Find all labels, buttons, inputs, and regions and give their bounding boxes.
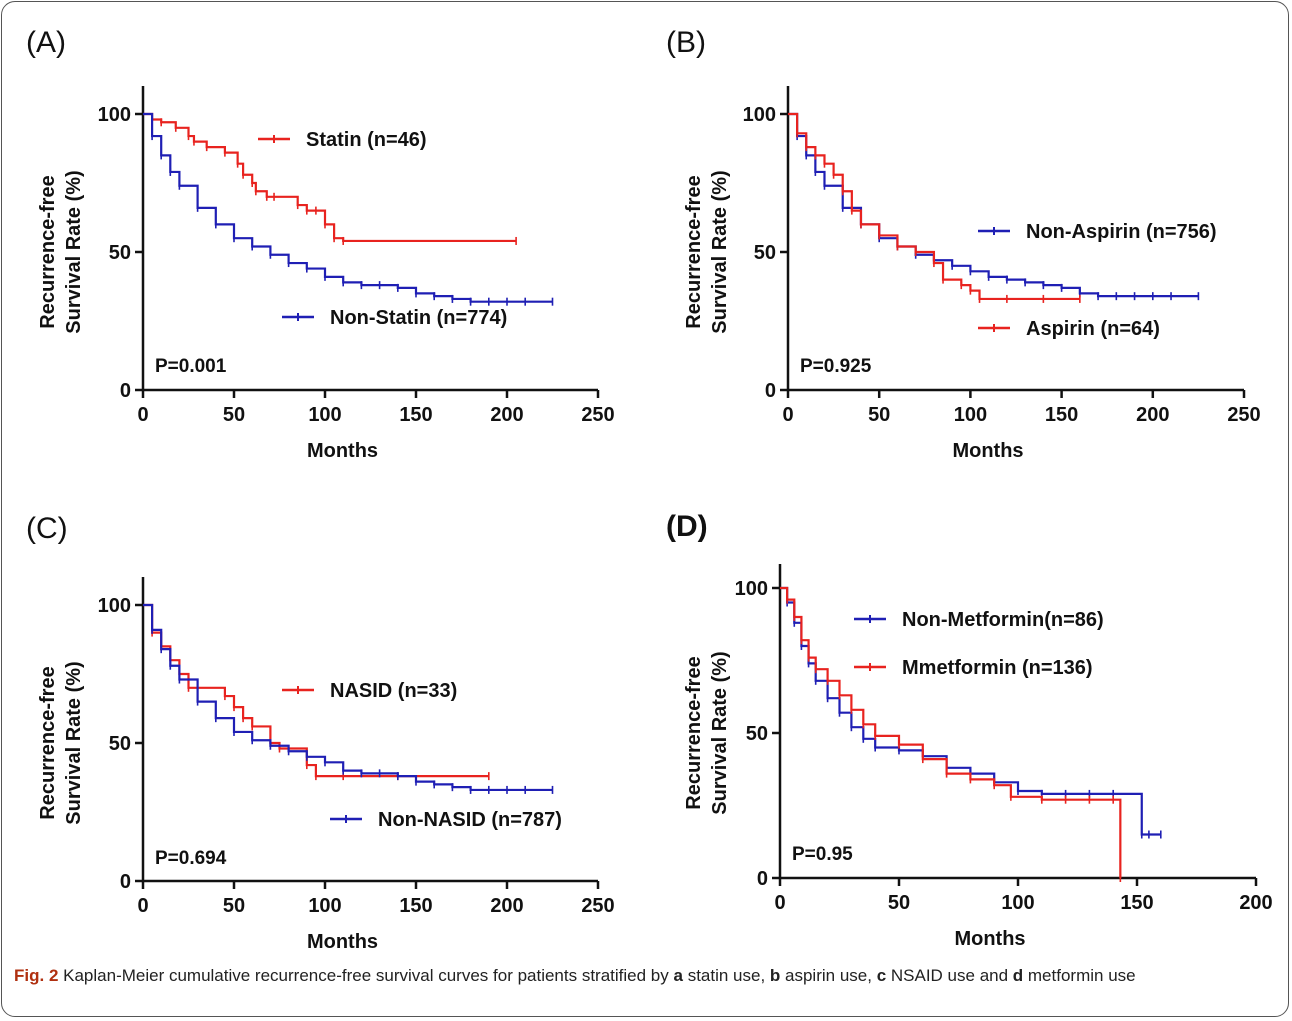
y-tick-label: 100 (743, 104, 776, 126)
series-line-non-aspirin-n-756 (788, 112, 1199, 298)
series-line-mmetformin-n-136 (780, 586, 1122, 878)
y-tick-label: 50 (746, 723, 768, 745)
panel-a: (A) 0 50 100 0 50 100 150 200 250 Months Recurrence… (0, 0, 646, 480)
x-tick-label: 250 (581, 404, 614, 426)
legend-label: Statin (n=46) (306, 129, 427, 151)
x-tick-label: 50 (223, 895, 245, 917)
caption-fig-label: Fig. 2 (14, 966, 59, 985)
x-axis-title: Months (307, 440, 378, 462)
x-tick-label: 150 (1045, 404, 1078, 426)
x-tick-label: 200 (490, 404, 523, 426)
legend-label: Non-Aspirin (n=756) (1026, 221, 1217, 243)
caption-d: d (1012, 966, 1024, 985)
panel-label: (B) (666, 26, 706, 59)
caption-c: c (876, 966, 887, 985)
x-tick-label: 250 (581, 895, 614, 917)
x-tick-label: 0 (137, 895, 148, 917)
p-value: P=0.95 (792, 844, 853, 865)
p-value: P=0.001 (155, 356, 227, 377)
x-tick-label: 150 (1120, 892, 1153, 914)
legend-label: Aspirin (n=64) (1026, 318, 1160, 340)
panel-c: (C) 0 50 100 0 50 100 150 200 250 Months Recurrence… (0, 488, 646, 958)
x-tick-label: 50 (888, 892, 910, 914)
y-tick-label: 0 (765, 380, 776, 402)
caption-text-4: NSAID use and (886, 966, 1013, 985)
figure-caption: Fig. 2 Kaplan-Meier cumulative recurrenc… (14, 964, 1264, 988)
x-tick-label: 100 (954, 404, 987, 426)
legend-label: Non-NASID (n=787) (378, 809, 562, 831)
chart-b: (B) 0 50 100 0 50 100 150 200 250 Months Recurrence… (666, 26, 1261, 462)
x-tick-label: 250 (1227, 404, 1260, 426)
x-tick-label: 200 (1136, 404, 1169, 426)
panel-label: (D) (666, 510, 708, 543)
caption-text-2: statin use, (682, 966, 770, 985)
y-tick-label: 100 (735, 578, 768, 600)
y-tick-label: 100 (98, 104, 131, 126)
y-axis-title-line1: Recurrence-free (37, 666, 59, 819)
x-tick-label: 200 (1239, 892, 1272, 914)
x-tick-label: 100 (308, 895, 341, 917)
y-tick-label: 0 (120, 380, 131, 402)
y-axis-title-line2: Survival Rate (%) (63, 170, 85, 333)
y-tick-label: 50 (109, 242, 131, 264)
legend-label: Non-Statin (n=774) (330, 307, 507, 329)
x-axis-title: Months (954, 928, 1025, 950)
y-tick-label: 0 (757, 868, 768, 890)
caption-b: b (769, 966, 781, 985)
caption-text-1: Kaplan-Meier cumulative recurrence-free … (58, 966, 674, 985)
p-value: P=0.694 (155, 848, 227, 869)
y-axis-title-line1: Recurrence-free (37, 175, 59, 328)
x-tick-label: 150 (399, 404, 432, 426)
y-tick-label: 50 (754, 242, 776, 264)
series-line-non-metformin-n-86 (780, 586, 1161, 836)
y-axis-title-line1: Recurrence-free (683, 175, 705, 328)
panel-b: (B) 0 50 100 0 50 100 150 200 250 Months Recurrence… (646, 0, 1292, 480)
x-axis-title: Months (307, 931, 378, 953)
x-tick-label: 50 (868, 404, 890, 426)
y-axis-title-line2: Survival Rate (%) (709, 170, 731, 333)
chart-d: (D) 0 50 100 0 50 100 150 200 Months Recurrence-fr… (666, 510, 1273, 950)
caption-a: a (673, 966, 683, 985)
panel-label: (A) (26, 26, 66, 59)
x-tick-label: 0 (782, 404, 793, 426)
x-tick-label: 0 (137, 404, 148, 426)
x-tick-label: 50 (223, 404, 245, 426)
caption-text-5: metformin use (1023, 966, 1136, 985)
y-axis-title-line2: Survival Rate (%) (709, 651, 731, 814)
x-tick-label: 0 (774, 892, 785, 914)
series-line-statin-n-46 (143, 112, 517, 243)
panel-label: (C) (26, 512, 68, 545)
y-tick-label: 100 (98, 595, 131, 617)
legend-label: NASID (n=33) (330, 680, 457, 702)
p-value: P=0.925 (800, 356, 872, 377)
y-tick-label: 50 (109, 733, 131, 755)
caption-text-3: aspirin use, (780, 966, 877, 985)
y-tick-label: 0 (120, 871, 131, 893)
chart-c: (C) 0 50 100 0 50 100 150 200 250 Months Recurrence… (26, 512, 615, 953)
y-axis-title-line2: Survival Rate (%) (63, 661, 85, 824)
x-tick-label: 100 (1001, 892, 1034, 914)
x-axis-title: Months (952, 440, 1023, 462)
x-tick-label: 100 (308, 404, 341, 426)
legend-label: Non-Metformin(n=86) (902, 609, 1104, 631)
x-tick-label: 200 (490, 895, 523, 917)
panel-d: (D) 0 50 100 0 50 100 150 200 Months Recurrence-fr… (646, 488, 1292, 958)
series-line-nasid-n-33 (143, 603, 489, 778)
x-tick-label: 150 (399, 895, 432, 917)
legend-label: Mmetformin (n=136) (902, 657, 1093, 679)
y-axis-title-line1: Recurrence-free (683, 656, 705, 809)
series-line-aspirin-n-64 (788, 112, 1080, 301)
chart-a: (A) 0 50 100 0 50 100 150 200 250 Months Recurrence… (26, 26, 615, 462)
